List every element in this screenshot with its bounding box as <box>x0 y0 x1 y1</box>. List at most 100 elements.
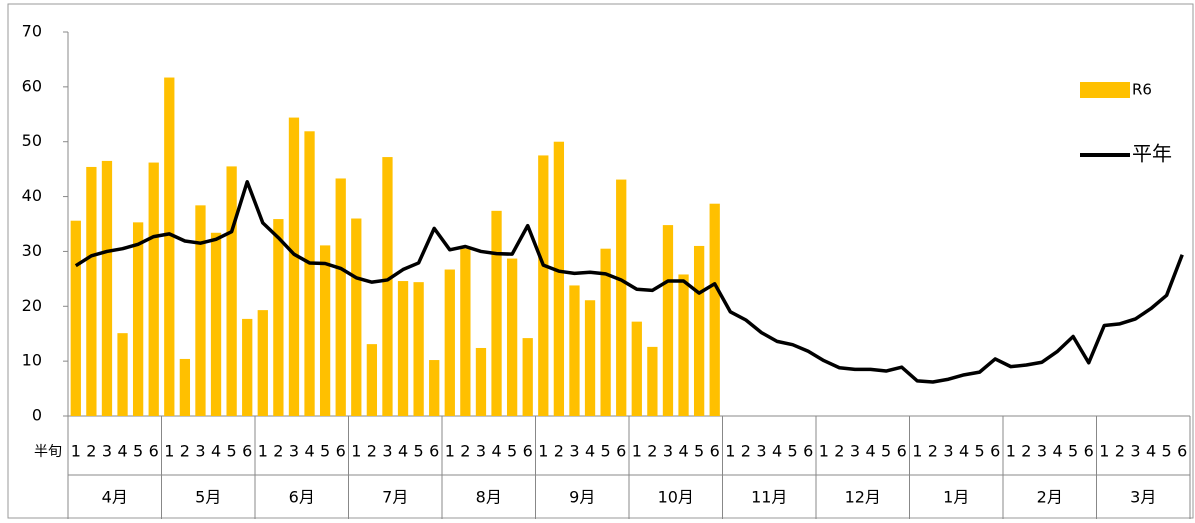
bar <box>210 232 222 416</box>
group-label: 7月 <box>382 488 408 507</box>
group-label: 10月 <box>658 488 694 507</box>
bar <box>647 346 658 416</box>
chart-border <box>7 3 1194 519</box>
legend-label: R6 <box>1132 81 1152 99</box>
x-tick-label: 2 <box>647 442 657 461</box>
bar <box>164 77 175 416</box>
bar <box>491 210 502 416</box>
x-tick-label: 2 <box>834 442 844 461</box>
x-tick-label: 2 <box>1115 442 1125 461</box>
y-tick-label: 0 <box>32 406 42 425</box>
bar <box>506 258 518 416</box>
x-tick-label: 6 <box>897 442 907 461</box>
bar <box>553 141 565 416</box>
bar <box>600 248 611 416</box>
x-tick-label: 6 <box>1177 442 1187 461</box>
x-tick-label: 6 <box>149 442 159 461</box>
x-tick-label: 2 <box>1021 442 1031 461</box>
x-tick-label: 4 <box>398 442 408 461</box>
bar <box>616 179 627 416</box>
x-tick-label: 4 <box>959 442 969 461</box>
group-label: 1月 <box>943 488 969 507</box>
x-tick-label: 2 <box>928 442 938 461</box>
x-tick-label: 1 <box>819 442 829 461</box>
x-tick-label: 5 <box>694 442 704 461</box>
x-tick-label: 1 <box>538 442 548 461</box>
bar <box>148 162 159 416</box>
x-tick-label: 1 <box>912 442 922 461</box>
bar <box>538 155 549 416</box>
group-label: 6月 <box>289 488 315 507</box>
group-label: 3月 <box>1130 488 1156 507</box>
x-tick-label: 3 <box>850 442 860 461</box>
x-tick-label: 5 <box>788 442 798 461</box>
bar <box>132 222 144 416</box>
x-tick-label: 1 <box>258 442 268 461</box>
x-tick-label: 6 <box>710 442 720 461</box>
x-tick-label: 2 <box>273 442 283 461</box>
bar <box>429 360 440 416</box>
x-tick-label: 3 <box>756 442 766 461</box>
x-tick-label: 6 <box>1084 442 1094 461</box>
x-tick-label: 3 <box>1130 442 1140 461</box>
bar <box>257 310 268 416</box>
bar <box>335 178 346 416</box>
x-tick-label: 2 <box>460 442 470 461</box>
bar <box>226 166 237 416</box>
x-tick-label: 4 <box>1146 442 1156 461</box>
bar <box>382 157 393 416</box>
group-label: 12月 <box>845 488 881 507</box>
x-tick-label: 2 <box>741 442 751 461</box>
x-tick-label: 6 <box>616 442 626 461</box>
x-tick-label: 4 <box>772 442 782 461</box>
bar <box>319 245 331 416</box>
bar <box>366 344 378 416</box>
group-label: 8月 <box>476 488 502 507</box>
group-label: 4月 <box>102 488 128 507</box>
x-tick-label: 1 <box>351 442 361 461</box>
bar <box>397 281 409 416</box>
x-tick-label: 1 <box>71 442 81 461</box>
x-tick-label: 5 <box>414 442 424 461</box>
y-tick-label: 60 <box>22 76 42 95</box>
x-tick-label: 2 <box>367 442 377 461</box>
x-tick-label: 3 <box>943 442 953 461</box>
bar <box>70 220 81 416</box>
x-tick-label: 4 <box>211 442 221 461</box>
x-tick-label: 5 <box>601 442 611 461</box>
x-tick-label: 1 <box>1006 442 1016 461</box>
bar <box>117 333 128 416</box>
group-label: 2月 <box>1037 488 1063 507</box>
x-tick-label: 3 <box>476 442 486 461</box>
x-tick-label: 6 <box>990 442 1000 461</box>
x-tick-label: 4 <box>678 442 688 461</box>
bar <box>693 245 705 416</box>
x-tick-label: 3 <box>569 442 579 461</box>
y-tick-label: 70 <box>22 22 42 41</box>
bar <box>569 285 580 416</box>
bar <box>351 218 362 416</box>
bar <box>195 205 206 416</box>
x-tick-label: 1 <box>164 442 174 461</box>
bar <box>413 282 424 416</box>
bar <box>460 248 471 416</box>
x-tick-label: 1 <box>445 442 455 461</box>
bar <box>678 274 689 416</box>
legend-swatch <box>1080 82 1130 98</box>
line <box>74 180 1184 384</box>
x-tick-label: 6 <box>803 442 813 461</box>
bar <box>475 347 487 416</box>
x-tick-label: 5 <box>320 442 330 461</box>
x-axis-label: 半旬 <box>34 444 62 460</box>
bar <box>662 225 674 416</box>
x-tick-label: 1 <box>1099 442 1109 461</box>
x-tick-label: 6 <box>242 442 252 461</box>
x-tick-label: 4 <box>1052 442 1062 461</box>
x-tick-label: 6 <box>523 442 533 461</box>
bar <box>631 321 642 416</box>
bar <box>179 358 191 416</box>
bar <box>288 117 300 416</box>
x-tick-label: 5 <box>1162 442 1172 461</box>
y-tick-label: 20 <box>22 296 42 315</box>
group-label: 9月 <box>569 488 595 507</box>
